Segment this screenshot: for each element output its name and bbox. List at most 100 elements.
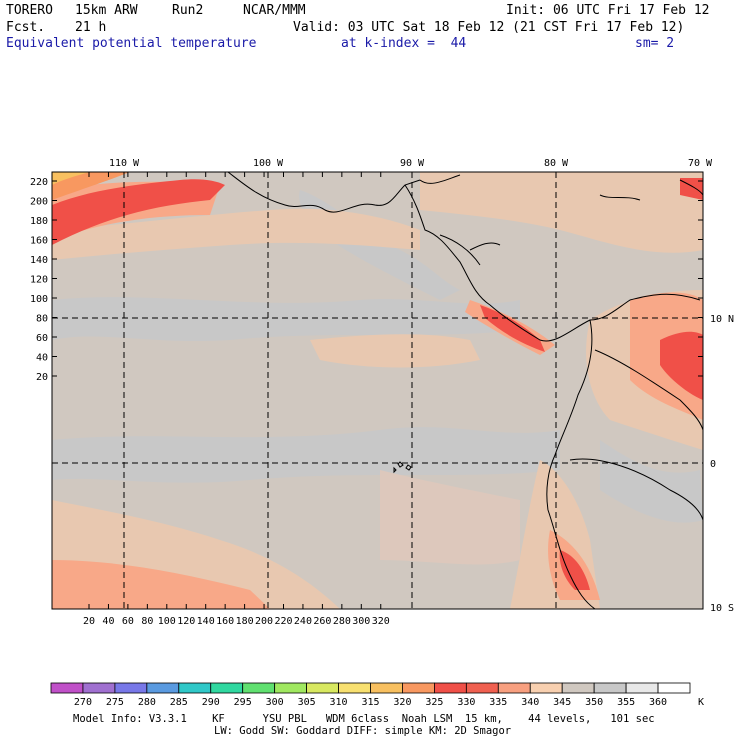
field-grey-band-2	[52, 427, 560, 483]
lon-label: 100 W	[253, 158, 284, 169]
x-tick-label: 260	[313, 616, 331, 627]
colorbar-swatch	[465, 682, 499, 694]
valid-time: Valid: 03 UTC Sat 18 Feb 12 (21 CST Fri …	[293, 20, 685, 35]
colorbar-label: 275	[106, 697, 124, 708]
colorbar-swatch	[114, 682, 148, 694]
x-axis: 20 40 60 80 100 120 140 160 180 200 220 240 260 280 30…	[83, 172, 390, 627]
colorbar: 270 275 280 285 290 295 300 305 310 315 320 325 330 3…	[50, 682, 691, 708]
colorbar-label: 290	[202, 697, 220, 708]
y-tick-label: 100	[30, 294, 48, 305]
colorbar-swatch	[242, 682, 276, 694]
colorbar-swatch	[433, 682, 467, 694]
field-peach-4	[420, 172, 703, 253]
init-time: Init: 06 UTC Fri 17 Feb 12	[506, 3, 710, 18]
x-tick-label: 180	[236, 616, 254, 627]
y-tick-label: 200	[30, 197, 48, 208]
x-tick-label: 80	[141, 616, 153, 627]
lon-label: 110 W	[109, 158, 140, 169]
x-tick-label: 300	[352, 616, 370, 627]
run-label: Run2	[172, 3, 204, 18]
colorbar-label: 340	[521, 697, 539, 708]
y-tick-label: 40	[36, 353, 48, 364]
colorbar-label: 355	[617, 697, 635, 708]
colorbar-swatch	[210, 682, 244, 694]
field-grey-band-4	[600, 440, 703, 523]
footer-physics-info: LW: Godd SW: Goddard DIFF: simple KM: 2D…	[214, 725, 511, 737]
y-tick-label: 120	[30, 275, 48, 286]
y-tick-label: 220	[30, 177, 48, 188]
colorbar-label: 320	[393, 697, 411, 708]
org-label: NCAR/MMM	[243, 3, 306, 18]
field-red-4	[559, 550, 590, 590]
x-tick-label: 200	[255, 616, 273, 627]
colorbar-label: 360	[649, 697, 667, 708]
latitude-labels: 10 N 0 10 S	[710, 314, 734, 614]
field-orange-1	[52, 172, 130, 200]
colorbar-swatch	[657, 682, 691, 694]
x-tick-label: 20	[83, 616, 95, 627]
colorbar-swatch	[50, 682, 84, 694]
x-tick-label: 60	[122, 616, 134, 627]
colorbar-swatch	[593, 682, 627, 694]
lat-label: 10 S	[710, 603, 734, 614]
colombia-border	[594, 349, 703, 431]
colorbar-swatch	[306, 682, 339, 694]
field-salmon-1	[52, 560, 270, 609]
field-name: Equivalent potential temperature	[6, 36, 257, 51]
colorbar-label: 350	[585, 697, 603, 708]
map-frame	[51, 171, 704, 610]
yucatan-coast	[419, 174, 461, 184]
colorbar-swatch	[529, 682, 563, 694]
mexico-coast	[227, 172, 421, 213]
y-axis: 220 200 180 160 140 120 100 80 60 40 20	[30, 177, 703, 383]
colorbar-swatch	[370, 682, 403, 694]
colorbar-label: 300	[266, 697, 284, 708]
colorbar-label: 315	[361, 697, 379, 708]
colorbar-swatch	[146, 682, 180, 694]
y-tick-label: 140	[30, 255, 48, 266]
field-peach-7	[380, 470, 520, 565]
colorbar-unit: K	[698, 697, 704, 708]
field-peach-2	[310, 334, 480, 368]
model-name: TORERO	[6, 3, 53, 18]
colorbar-swatch	[402, 682, 435, 694]
y-tick-label: 60	[36, 333, 48, 344]
lat-lon-grid	[52, 172, 703, 609]
colorbar-label: 305	[298, 697, 316, 708]
colorbar-label: 285	[170, 697, 188, 708]
caribbean-island	[599, 194, 641, 201]
colorbar-label: 330	[457, 697, 475, 708]
colorbar-label: 280	[138, 697, 156, 708]
longitude-labels: 110 W 100 W 90 W 80 W 70 W	[109, 158, 713, 169]
central-america-coast	[404, 184, 701, 342]
hispaniola-coast	[679, 179, 703, 196]
field-red-2	[480, 305, 545, 352]
x-tick-label: 220	[274, 616, 292, 627]
smoothing-label: sm= 2	[635, 36, 675, 51]
colorbar-swatch	[274, 682, 307, 694]
forecast-label: Fcst.	[6, 20, 46, 35]
lon-label: 70 W	[688, 158, 713, 169]
x-tick-label: 160	[216, 616, 234, 627]
model-resolution: 15km ARW	[75, 3, 138, 18]
lon-label: 90 W	[400, 158, 425, 169]
x-tick-label: 40	[102, 616, 114, 627]
x-tick-label: 320	[372, 616, 390, 627]
colorbar-label: 335	[489, 697, 507, 708]
x-tick-label: 280	[333, 616, 351, 627]
colorbar-label: 295	[234, 697, 252, 708]
country-borders	[439, 234, 501, 266]
field-grey-band-1	[52, 297, 520, 342]
colorbar-label: 325	[425, 697, 443, 708]
south-america-west-coast	[546, 319, 596, 609]
colorbar-swatch	[178, 682, 212, 694]
field-red-1	[52, 179, 225, 245]
colorbar-label: 345	[553, 697, 571, 708]
colorbar-swatch	[625, 682, 659, 694]
colorbar-swatch	[497, 682, 531, 694]
colorbar-swatch	[338, 682, 371, 694]
colorbar-label: 270	[74, 697, 92, 708]
x-tick-label: 140	[197, 616, 215, 627]
field-yellow-1	[52, 172, 90, 185]
